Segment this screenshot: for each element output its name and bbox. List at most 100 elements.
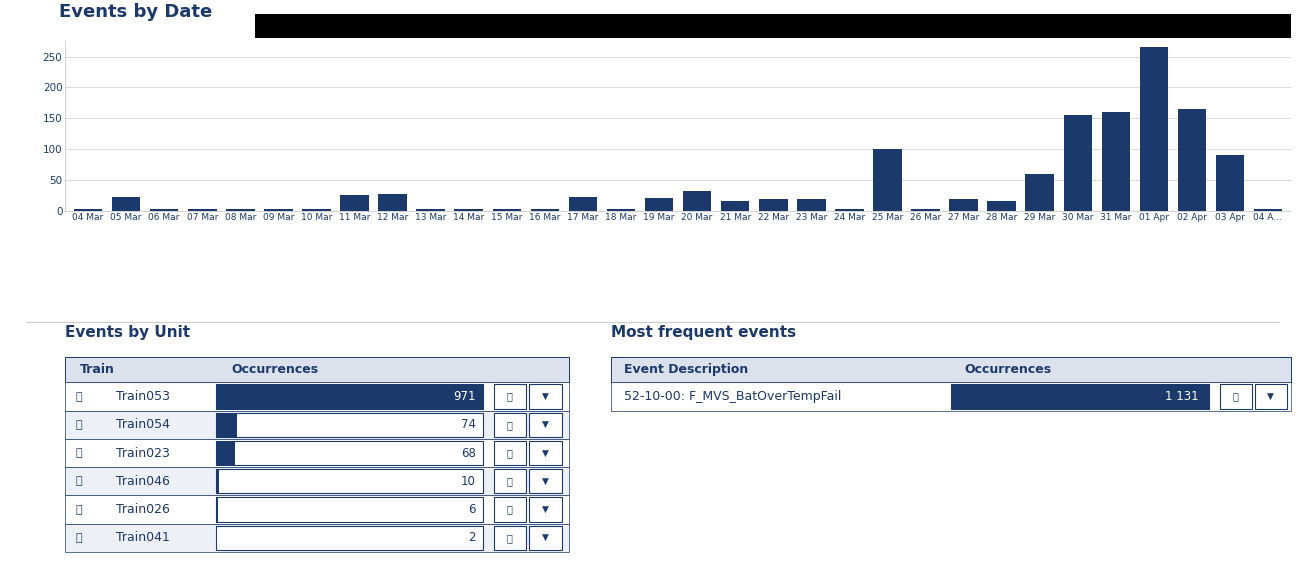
Bar (494, 441, 527, 465)
Bar (569, 197, 597, 211)
Bar (494, 413, 527, 437)
Bar (216, 469, 219, 493)
Bar (216, 526, 484, 550)
Bar (216, 441, 235, 465)
Bar (216, 385, 484, 409)
Bar (644, 198, 673, 211)
Bar (65, 410, 569, 439)
Bar (494, 526, 527, 550)
Text: Train026: Train026 (116, 503, 170, 516)
Text: Train054: Train054 (116, 418, 170, 432)
Bar (529, 413, 562, 437)
Text: 🚌: 🚌 (76, 505, 82, 514)
Bar (216, 385, 484, 409)
Text: Event Description: Event Description (625, 363, 748, 376)
Bar (1025, 173, 1054, 211)
Bar (759, 199, 788, 211)
Bar (454, 209, 482, 211)
Bar (65, 357, 569, 382)
Text: Train041: Train041 (116, 532, 170, 544)
Bar (911, 209, 940, 211)
Text: Events by Date: Events by Date (59, 3, 213, 21)
Text: Events by Unit: Events by Unit (65, 325, 190, 340)
Bar (529, 526, 562, 550)
Text: 🚌: 🚌 (76, 448, 82, 458)
Bar (1102, 112, 1131, 211)
Bar (529, 441, 562, 465)
Bar (1219, 385, 1252, 409)
Bar (216, 497, 218, 522)
Text: Train: Train (81, 363, 115, 376)
Bar (1178, 109, 1206, 211)
Bar (721, 201, 750, 211)
Text: ▼: ▼ (541, 505, 549, 514)
Bar (65, 382, 569, 410)
Text: 🔍: 🔍 (507, 476, 512, 486)
Text: 1 131: 1 131 (1166, 390, 1200, 403)
Bar (987, 201, 1016, 211)
Bar (494, 385, 527, 409)
Bar (494, 469, 527, 493)
Bar (683, 191, 712, 211)
Bar (797, 199, 825, 211)
Bar (949, 199, 978, 211)
Bar (216, 413, 237, 437)
Bar (65, 524, 569, 552)
Bar (74, 209, 102, 211)
Text: 2: 2 (468, 532, 476, 544)
Bar (256, 14, 1291, 38)
Bar (112, 197, 141, 211)
Text: 🚌: 🚌 (76, 476, 82, 486)
Bar (378, 194, 407, 211)
Bar (1215, 155, 1244, 211)
Bar (531, 209, 559, 211)
Bar (493, 209, 522, 211)
Text: 🔍: 🔍 (507, 420, 512, 430)
Bar (1254, 209, 1282, 211)
Text: 🔍: 🔍 (507, 533, 512, 543)
Text: 🚌: 🚌 (76, 420, 82, 430)
Bar (216, 469, 484, 493)
Text: 🚌: 🚌 (76, 533, 82, 543)
Text: ▼: ▼ (1267, 392, 1274, 401)
Bar (1140, 47, 1168, 211)
Bar (416, 209, 445, 211)
Bar (1064, 115, 1091, 211)
Bar (188, 209, 216, 211)
Bar (216, 441, 484, 465)
Text: 68: 68 (462, 446, 476, 460)
Text: 🔍: 🔍 (507, 392, 512, 402)
Text: 🔍: 🔍 (507, 448, 512, 458)
Text: Train053: Train053 (116, 390, 170, 403)
Bar (226, 209, 254, 211)
Text: ▼: ▼ (541, 420, 549, 429)
Bar (951, 385, 1209, 409)
Text: 6: 6 (468, 503, 476, 516)
Bar (340, 195, 369, 211)
Bar (610, 357, 1291, 382)
Text: 🚌: 🚌 (76, 392, 82, 402)
Bar (529, 497, 562, 522)
Bar (216, 413, 484, 437)
Bar (1254, 385, 1287, 409)
Bar (265, 209, 292, 211)
Bar (529, 385, 562, 409)
Bar (606, 209, 635, 211)
Text: Train046: Train046 (116, 475, 170, 488)
Text: ▼: ▼ (541, 533, 549, 542)
Bar (65, 496, 569, 524)
Text: 🔍: 🔍 (1232, 392, 1239, 402)
Bar (610, 382, 1291, 410)
Bar (65, 439, 569, 467)
Text: 🔍: 🔍 (507, 505, 512, 514)
Text: Occurrences: Occurrences (965, 363, 1051, 376)
Text: 52-10-00: F_MVS_BatOverTempFail: 52-10-00: F_MVS_BatOverTempFail (625, 390, 841, 403)
Text: ▼: ▼ (541, 477, 549, 486)
Bar (150, 209, 179, 211)
Bar (529, 469, 562, 493)
Bar (65, 467, 569, 496)
Bar (874, 149, 902, 211)
Text: Occurrences: Occurrences (232, 363, 318, 376)
Bar (216, 497, 484, 522)
Text: ▼: ▼ (541, 449, 549, 457)
